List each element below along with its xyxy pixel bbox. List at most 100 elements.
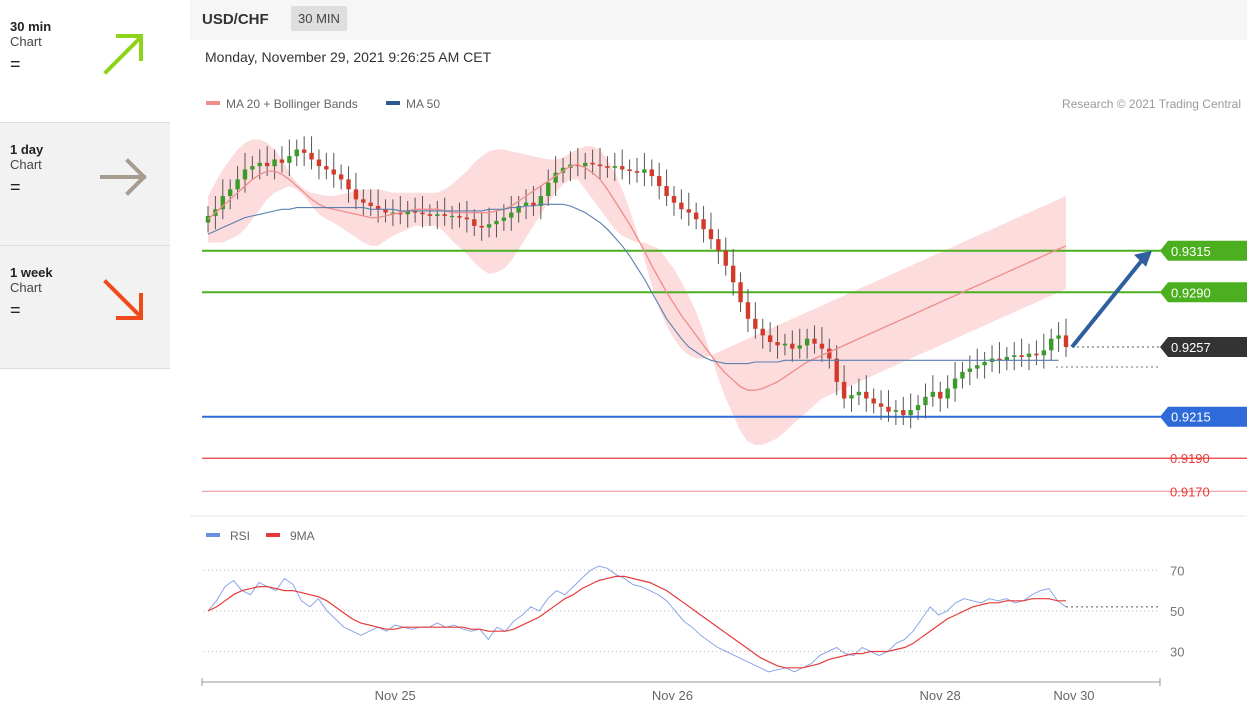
- candle-body: [797, 345, 802, 349]
- sidebar-item-1week[interactable]: 1 week Chart =: [0, 246, 170, 369]
- symbol-label: USD/CHF: [202, 11, 269, 28]
- moving-averages: [207, 163, 1067, 391]
- candle-body: [353, 189, 359, 200]
- sidebar-item-eq: =: [10, 54, 21, 74]
- candle-body: [457, 215, 462, 218]
- sidebar-item-title: 1 day: [10, 142, 44, 157]
- candle-body: [427, 214, 433, 216]
- candle-body: [398, 212, 403, 215]
- candle-body: [1019, 355, 1024, 357]
- candles: [205, 136, 1069, 429]
- sidebar-item-30min[interactable]: 30 min Chart =: [0, 0, 170, 123]
- level-tag-0.9290: 0.9290: [1160, 282, 1247, 303]
- candle-body: [546, 182, 551, 196]
- candle-body: [878, 403, 884, 407]
- target-arrow: [1070, 250, 1152, 349]
- candle-body: [915, 405, 921, 411]
- candle-body: [716, 239, 721, 251]
- sidebar-item-sub: Chart: [10, 34, 42, 49]
- candle-body: [834, 358, 839, 382]
- candle-body: [760, 328, 765, 336]
- candle-body: [220, 196, 225, 210]
- credit-text: Research © 2021 Trading Central: [1062, 97, 1241, 111]
- legend-rsi-label: RSI: [230, 529, 250, 543]
- sidebar-item-sub: Chart: [10, 157, 42, 172]
- candle-body: [767, 335, 773, 343]
- candle-body: [346, 179, 351, 190]
- candle-body: [375, 205, 381, 210]
- candle-body: [856, 391, 862, 396]
- level-tag-0.9215: 0.9215: [1160, 406, 1247, 427]
- candle-body: [560, 167, 566, 173]
- level-tag-bg: [1160, 337, 1247, 358]
- candle-body: [1049, 338, 1054, 351]
- candle-body: [420, 212, 425, 215]
- target-arrow-shaft: [1070, 256, 1146, 349]
- candle-body: [597, 164, 603, 167]
- candle-body: [701, 219, 706, 230]
- candle-body: [819, 343, 825, 349]
- candle-body: [235, 179, 240, 190]
- candle-body: [449, 215, 455, 218]
- sidebar-item-1day[interactable]: 1 day Chart =: [0, 123, 170, 246]
- candle-body: [893, 410, 899, 412]
- candle-body: [509, 212, 514, 218]
- x-tick-label: Nov 26: [652, 688, 693, 703]
- arrow-down-right-icon: [103, 279, 143, 320]
- level-tag-bg: [1160, 240, 1247, 261]
- candle-body: [908, 410, 913, 416]
- x-tick-label: Nov 28: [920, 688, 961, 703]
- candle-body: [1012, 355, 1017, 357]
- candle-body: [227, 189, 233, 196]
- candle-body: [679, 202, 684, 210]
- candle-body: [997, 358, 1002, 361]
- candle-body: [368, 202, 373, 206]
- candle-body: [708, 229, 714, 240]
- sidebar-item-eq: =: [10, 300, 21, 320]
- candle-body: [516, 205, 521, 213]
- legend-ma50-swatch: [386, 101, 400, 105]
- candle-body: [538, 196, 544, 206]
- legend-ma20-label: MA 20 + Bollinger Bands: [226, 97, 358, 111]
- arrow-right-icon: [100, 158, 147, 196]
- candle-body: [634, 171, 640, 173]
- sidebar-item-sub: Chart: [10, 280, 42, 295]
- x-tick-label: Nov 25: [375, 688, 416, 703]
- timeframe-sidebar: 30 min Chart = 1 day Chart = 1 week Char…: [0, 0, 170, 369]
- candle-body: [316, 159, 322, 167]
- candle-body: [531, 202, 536, 206]
- candle-body: [612, 166, 618, 168]
- rsi-panel: 70 50 30: [204, 563, 1184, 673]
- rsi-line: [207, 565, 1067, 673]
- chart-area: USD/CHF 30 MIN Monday, November 29, 2021…: [190, 0, 1247, 709]
- candle-body: [849, 395, 854, 399]
- candle-body: [501, 217, 507, 221]
- candle-body: [486, 224, 492, 228]
- candle-body: [960, 371, 965, 379]
- candle-body: [1056, 335, 1061, 339]
- price-chart[interactable]: MA 20 + Bollinger Bands MA 50 Research ©…: [190, 0, 1247, 709]
- candle-body: [671, 196, 677, 203]
- candle-body: [686, 209, 691, 213]
- candle-body: [309, 152, 314, 160]
- candle-body: [975, 365, 980, 369]
- candle-body: [287, 156, 292, 163]
- candle-body: [435, 214, 440, 216]
- candle-body: [656, 176, 662, 187]
- candle-body: [324, 166, 329, 170]
- candle-body: [738, 282, 743, 303]
- candle-body: [982, 361, 987, 366]
- candle-body: [479, 225, 484, 228]
- candle-body: [272, 159, 277, 167]
- candle-body: [864, 391, 869, 399]
- legend-9ma-label: 9MA: [290, 529, 315, 543]
- candle-body: [1063, 335, 1069, 348]
- legend-9ma-swatch: [266, 533, 280, 537]
- candle-body: [930, 391, 936, 397]
- level-tag-0.9315: 0.9315: [1160, 240, 1247, 261]
- level-tag-text: 0.9290: [1171, 285, 1211, 300]
- candle-body: [945, 388, 950, 399]
- candle-body: [301, 149, 307, 153]
- candle-body: [1041, 350, 1047, 356]
- timeframe-badge[interactable]: 30 MIN: [291, 6, 347, 31]
